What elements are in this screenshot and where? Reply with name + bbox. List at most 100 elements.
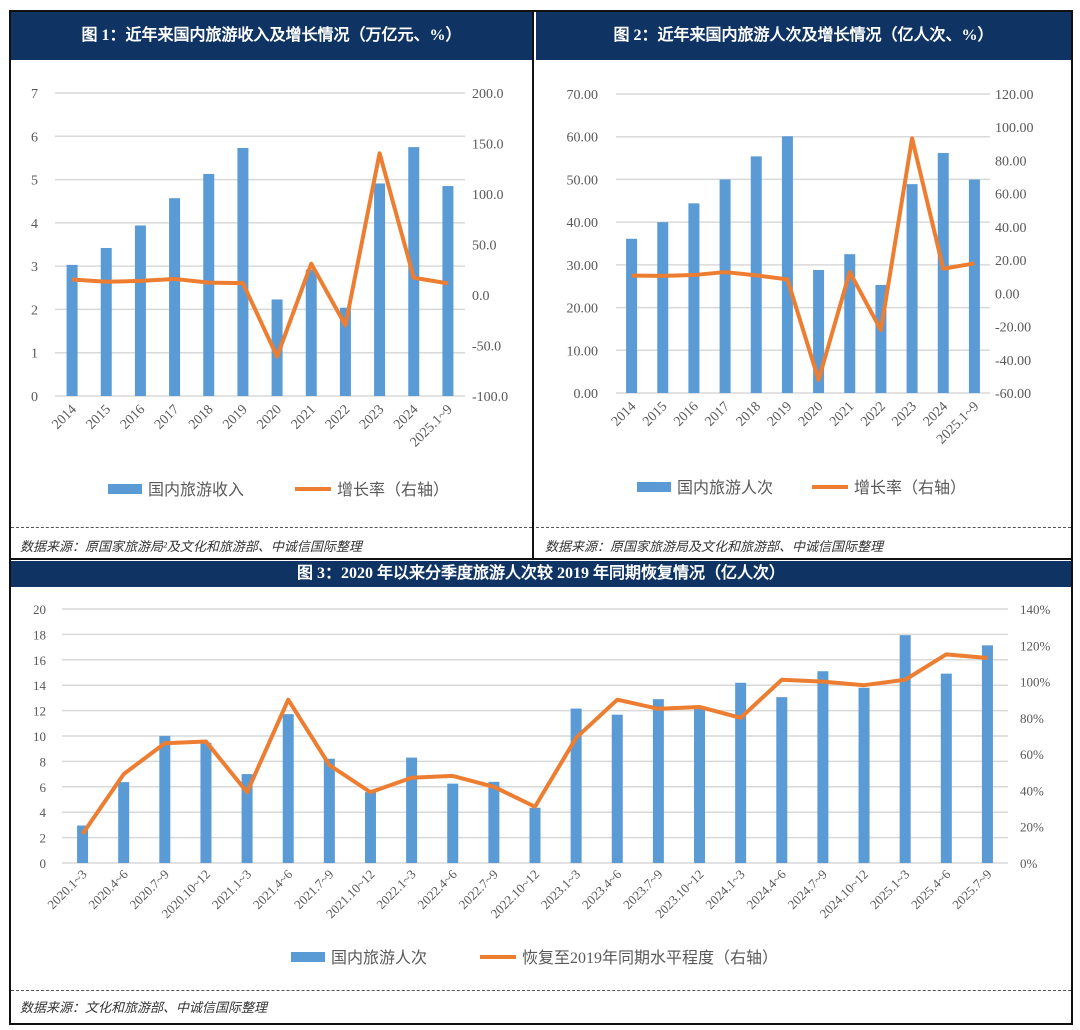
y2-tick-label: -50.0	[472, 340, 501, 355]
y2-tick-label: 120%	[1020, 638, 1051, 653]
bar	[968, 179, 980, 393]
chart-panel-3	[9, 558, 1073, 1025]
y2-tick-label: 100.0	[472, 188, 504, 203]
bar	[203, 173, 215, 396]
y2-tick-label: -100.0	[472, 390, 508, 405]
bar	[77, 825, 89, 863]
divider	[536, 527, 1071, 528]
legend-bar-label: 国内旅游收入	[148, 481, 244, 499]
chart-1-source: 数据来源：原国家旅游局²及文化和旅游部、中诚信国际整理	[20, 539, 362, 554]
y2-tick-label: -40.00	[995, 354, 1031, 369]
y2-tick-label: 100.00	[995, 121, 1034, 136]
bar	[981, 645, 993, 863]
legend-bar-swatch	[291, 952, 325, 962]
bar	[364, 792, 376, 863]
y-tick-label: 16	[33, 653, 47, 668]
y-tick-label: 12	[33, 704, 46, 719]
bar	[813, 269, 825, 393]
y-tick-label: 3	[31, 260, 38, 275]
y-tick-label: 0.00	[574, 387, 599, 402]
growth-line	[80, 652, 988, 836]
chart-3-source: 数据来源：文化和旅游部、中诚信国际整理	[20, 1000, 268, 1015]
y2-tick-label: 200.0	[472, 87, 504, 102]
y-tick-label: 6	[40, 780, 47, 795]
chart-1-title: 图 1：近年来国内旅游收入及增长情况（万亿元、%）	[11, 12, 532, 60]
bar	[940, 673, 952, 863]
y2-tick-label: 20.00	[995, 254, 1027, 269]
bar	[271, 299, 283, 396]
y2-tick-label: 60%	[1020, 747, 1044, 762]
bar	[875, 284, 887, 393]
bar	[305, 269, 317, 396]
y2-tick-label: 0.0	[472, 289, 490, 304]
y-tick-label: 60.00	[567, 131, 599, 146]
y-tick-label: 50.00	[567, 173, 599, 188]
y-tick-label: 4	[31, 217, 38, 232]
bar	[906, 184, 918, 393]
bar	[937, 152, 949, 393]
x-tick-label: 2025.1~3	[867, 867, 912, 912]
y2-tick-label: 100%	[1020, 675, 1051, 690]
y-tick-label: 14	[33, 678, 47, 693]
legend-line-label: 增长率（右轴）	[337, 481, 449, 499]
bar	[529, 807, 541, 863]
legend-line-label: 增长率（右轴）	[854, 479, 966, 497]
y2-tick-label: 0.00	[995, 287, 1020, 302]
y-tick-label: 8	[40, 754, 47, 769]
bar	[339, 307, 351, 396]
y2-tick-label: 140%	[1020, 602, 1051, 617]
bar	[100, 247, 112, 396]
bar	[776, 697, 788, 863]
y2-tick-label: -20.00	[995, 321, 1031, 336]
legend-bar-label: 国内旅游人次	[677, 479, 773, 497]
x-tick-label: 2025.4~6	[908, 866, 954, 912]
bar	[447, 783, 459, 863]
y2-tick-label: 120.00	[995, 88, 1034, 103]
bar	[817, 671, 829, 863]
y2-tick-label: -60.00	[995, 387, 1031, 402]
y-tick-label: 10	[33, 729, 46, 744]
chart-3-title: 图 3：2020 年以来分季度旅游人次较 2019 年同期恢复情况（亿人次）	[11, 561, 1071, 587]
bar	[66, 264, 78, 396]
bar	[899, 635, 911, 863]
x-tick-label: 2024.1~3	[702, 867, 747, 912]
y-tick-label: 10.00	[567, 344, 599, 359]
bar	[488, 781, 500, 863]
chart-2-source: 数据来源：原国家旅游局及文化和旅游部、中诚信国际整理	[545, 539, 884, 554]
x-tick-label: 2020.4~6	[85, 866, 131, 912]
bar	[237, 147, 249, 396]
y2-tick-label: 40.00	[995, 221, 1027, 236]
y-tick-label: 7	[31, 87, 38, 102]
bar	[118, 782, 130, 863]
y-tick-label: 4	[40, 805, 47, 820]
y-tick-label: 40.00	[567, 216, 599, 231]
y2-tick-label: 80.00	[995, 154, 1027, 169]
bar	[200, 742, 212, 863]
bar	[694, 706, 706, 863]
y-tick-label: 2	[31, 303, 38, 318]
chart-2-title: 图 2：近年来国内旅游人次及增长情况（亿人次、%）	[536, 12, 1071, 60]
y-tick-label: 70.00	[567, 88, 599, 103]
legend-line-label: 恢复至2019年同期水平程度（右轴）	[522, 949, 778, 967]
y-tick-label: 5	[31, 174, 38, 189]
bar	[323, 758, 335, 863]
legend-bar-label: 国内旅游人次	[331, 949, 427, 967]
y-tick-label: 0	[31, 390, 38, 405]
bar	[241, 774, 253, 863]
bar	[626, 238, 638, 393]
x-tick-label: 2023.4~6	[579, 866, 625, 912]
bar	[169, 198, 181, 396]
bar	[442, 186, 454, 396]
x-tick-label: 2021.1~3	[209, 867, 254, 912]
x-tick-label: 2025.7~9	[949, 867, 994, 912]
divider	[11, 990, 1071, 991]
x-tick-label: 2021.4~6	[250, 866, 296, 912]
y-tick-label: 1	[31, 347, 38, 362]
bar	[570, 708, 582, 863]
y2-tick-label: 80%	[1020, 711, 1044, 726]
bar	[282, 714, 294, 863]
y-tick-label: 18	[33, 627, 46, 642]
legend-bar-swatch	[637, 482, 671, 492]
y-tick-label: 0	[40, 856, 47, 871]
y2-tick-label: 60.00	[995, 188, 1027, 203]
